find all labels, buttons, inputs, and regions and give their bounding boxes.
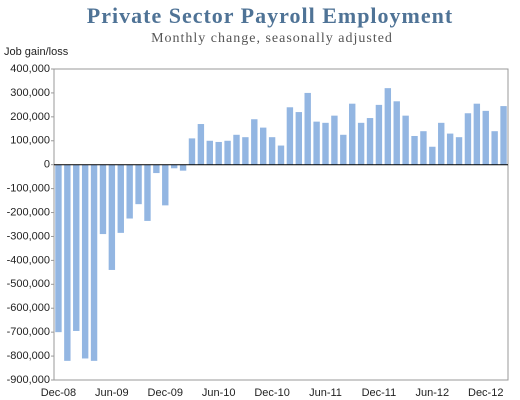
chart-subtitle: Monthly change, seasonally adjusted <box>151 31 393 46</box>
bar <box>277 145 285 165</box>
bar <box>340 134 347 165</box>
bar <box>438 122 445 165</box>
bar <box>73 164 80 331</box>
y-tick-label: 200,000 <box>10 111 50 123</box>
y-tick-label: -600,000 <box>7 302 50 314</box>
bar <box>117 164 124 233</box>
x-tick-label: Dec-12 <box>468 387 503 399</box>
y-tick-label: 100,000 <box>10 135 50 147</box>
bar <box>242 137 249 165</box>
bar <box>55 164 62 333</box>
y-tick-label: -300,000 <box>7 230 50 242</box>
bar <box>179 164 187 171</box>
x-tick-label: Jun-10 <box>202 387 236 399</box>
bar <box>170 164 178 169</box>
bar <box>188 138 196 165</box>
bar <box>402 115 409 165</box>
bar <box>349 103 356 165</box>
bar <box>357 122 365 165</box>
bar <box>81 164 89 359</box>
bar <box>286 107 294 165</box>
bar <box>64 164 71 361</box>
y-tick-label: 400,000 <box>10 63 50 75</box>
bar <box>259 127 267 165</box>
x-tick-label: Dec-11 <box>362 387 397 399</box>
bar <box>464 113 472 165</box>
bar <box>295 112 303 165</box>
bar <box>500 106 507 165</box>
bar <box>322 122 329 165</box>
bar <box>482 110 489 165</box>
bar <box>108 164 116 270</box>
y-tick-label: -700,000 <box>7 326 50 338</box>
bar <box>90 164 98 361</box>
bar <box>473 103 481 165</box>
bar <box>153 164 160 174</box>
y-tick-label: -900,000 <box>7 374 50 386</box>
bar <box>411 135 418 165</box>
chart-title: Private Sector Payroll Employment <box>87 3 453 28</box>
bar <box>446 133 454 165</box>
bar <box>268 137 276 165</box>
y-tick-label: -500,000 <box>7 278 50 290</box>
x-tick-label: Dec-10 <box>254 387 289 399</box>
bar <box>366 118 374 165</box>
bar <box>420 131 427 165</box>
bar <box>126 164 133 219</box>
bar <box>251 119 258 165</box>
bar <box>224 140 231 165</box>
x-tick-label: Dec-09 <box>148 387 183 399</box>
y-tick-label: -100,000 <box>7 183 50 195</box>
x-tick-label: Dec-08 <box>41 387 76 399</box>
bar <box>375 104 383 165</box>
bar <box>233 134 240 165</box>
y-axis-label: Job gain/loss <box>4 46 69 58</box>
bar <box>429 146 436 165</box>
x-tick-label: Jun-09 <box>95 387 129 399</box>
bar <box>491 131 498 165</box>
bar <box>206 140 213 165</box>
bar <box>304 92 311 165</box>
bar <box>135 164 142 205</box>
x-tick-label: Jun-11 <box>309 387 342 399</box>
y-tick-label: -400,000 <box>7 254 50 266</box>
bar <box>384 88 392 165</box>
bar <box>455 137 463 165</box>
bar <box>313 121 320 165</box>
bar <box>197 124 205 165</box>
plot-frame <box>53 68 509 381</box>
bar <box>331 115 338 165</box>
bar <box>162 164 169 206</box>
bar <box>144 164 151 221</box>
x-tick-label: Jun-12 <box>416 387 450 399</box>
y-tick-label: -800,000 <box>7 350 50 362</box>
bar <box>393 101 400 165</box>
y-tick-label: 300,000 <box>10 87 50 99</box>
bar <box>215 141 222 165</box>
y-tick-label: -200,000 <box>7 206 50 218</box>
bar <box>99 164 107 235</box>
y-tick-label: 0 <box>44 159 50 171</box>
